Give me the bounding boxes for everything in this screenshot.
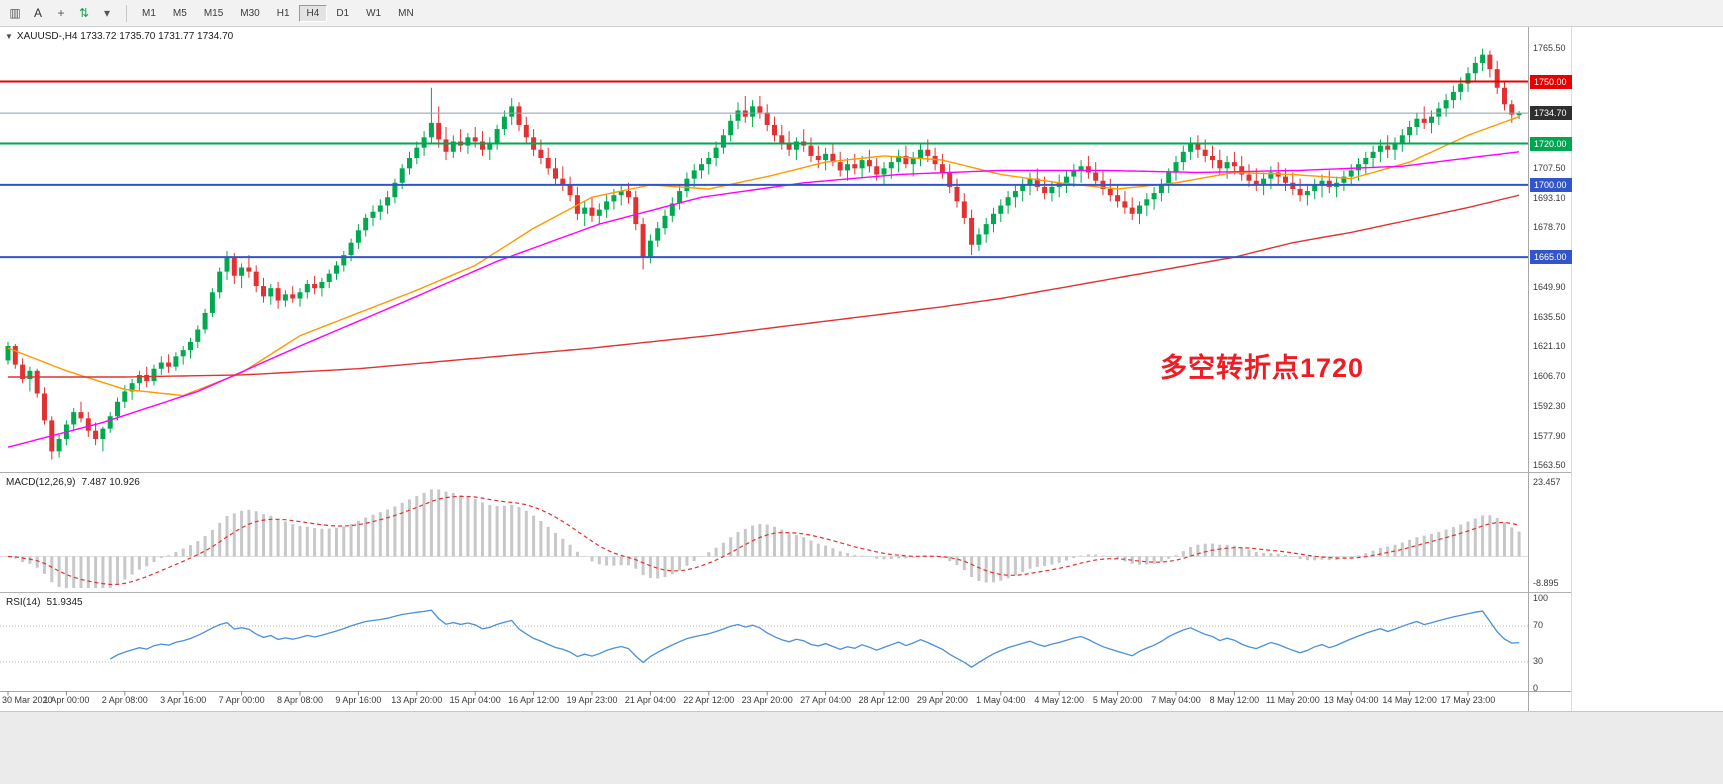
timeframe-m1[interactable]: M1	[142, 7, 156, 19]
date-ticks-layer	[7, 691, 1469, 696]
dropdown-caret-icon[interactable]: ▾	[103, 6, 111, 20]
macd-signal-line	[7, 495, 1520, 586]
timeframe-m5[interactable]: M5	[172, 7, 187, 19]
indicators-icon[interactable]: ⇅	[78, 6, 90, 20]
toolbar-icons: ▥ A + ⇅ ▾	[4, 3, 119, 23]
candlestick-chart-icon[interactable]: ▥	[9, 6, 21, 20]
timeframe-group: M1 M5 M15 M30 H1 H4 D1 W1 MN	[134, 4, 423, 22]
timeframe-d1[interactable]: D1	[336, 7, 350, 19]
crosshair-icon[interactable]: +	[57, 6, 65, 20]
panel-frame	[0, 27, 1572, 711]
timeframe-m30[interactable]: M30	[240, 7, 260, 19]
timeframe-m15[interactable]: M15	[203, 7, 224, 19]
timeframe-h1[interactable]: H1	[276, 7, 290, 19]
top-toolbar: ▥ A + ⇅ ▾ M1 M5 M15 M30 H1 H4 D1 W1 MN	[0, 0, 1723, 27]
price-lines-layer	[0, 80, 1528, 259]
timeframe-mn[interactable]: MN	[398, 7, 414, 19]
rsi-layer	[0, 609, 1528, 668]
moving-averages-layer	[7, 116, 1520, 448]
ma-mid-magenta	[7, 151, 1520, 448]
rsi-line	[109, 609, 1520, 668]
window-bottom-area	[0, 711, 1723, 784]
macd-layer	[0, 489, 1528, 589]
ma-slow-red	[8, 194, 1520, 378]
ma-fast-orange	[7, 116, 1520, 397]
toolbar-separator	[126, 4, 127, 22]
timeframe-w1[interactable]: W1	[366, 7, 382, 19]
candles-layer	[5, 48, 1522, 460]
text-tool-icon[interactable]: A	[33, 6, 42, 20]
timeframe-h4[interactable]: H4	[298, 4, 328, 22]
